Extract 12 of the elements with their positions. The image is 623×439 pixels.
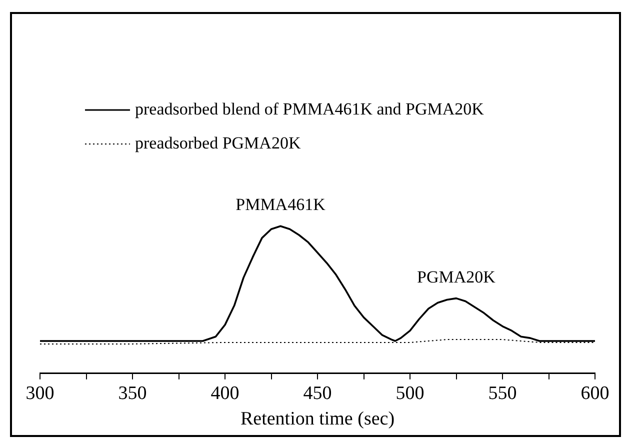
- annotation: PGMA20K: [417, 267, 496, 286]
- x-tick-label: 450: [303, 382, 332, 404]
- x-tick-label: 400: [210, 382, 240, 404]
- x-tick-label: 350: [118, 382, 147, 404]
- x-tick-label: 600: [580, 382, 610, 404]
- x-tick-label: 500: [396, 382, 424, 404]
- x-tick-label: 550: [488, 382, 517, 404]
- annotation: PMMA461K: [236, 195, 326, 214]
- legend-label: preadsorbed PGMA20K: [135, 133, 302, 152]
- legend-label: preadsorbed blend of PMMA461K and PGMA20K: [135, 99, 485, 118]
- x-axis-title: Retention time (sec): [240, 408, 395, 430]
- x-tick-label: 300: [26, 382, 54, 404]
